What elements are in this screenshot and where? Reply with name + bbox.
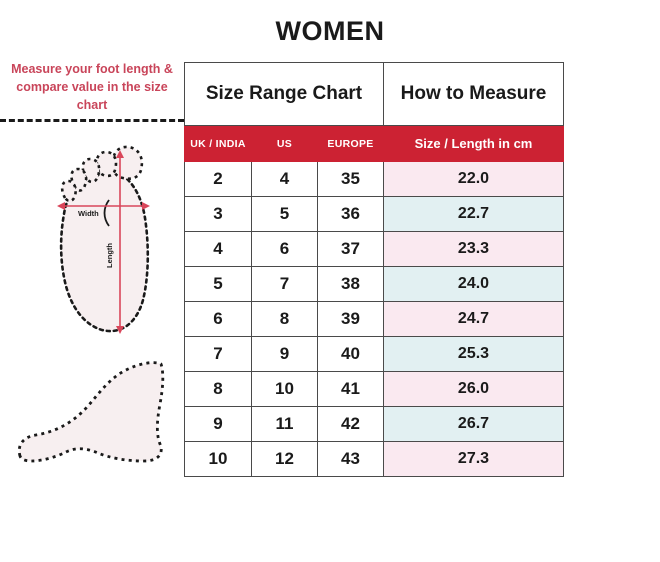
column-header-us: US [251, 125, 318, 162]
table-row: 4 6 37 23.3 [184, 231, 564, 267]
cell-europe: 35 [317, 161, 384, 197]
cell-us: 11 [251, 406, 318, 442]
cell-europe: 39 [317, 301, 384, 337]
cell-cm: 22.0 [383, 161, 564, 197]
cell-cm: 25.3 [383, 336, 564, 372]
table-row: 6 8 39 24.7 [184, 301, 564, 337]
cell-cm: 26.0 [383, 371, 564, 407]
width-label: Width [78, 209, 99, 218]
table-row: 5 7 38 24.0 [184, 266, 564, 302]
table-row: 8 10 41 26.0 [184, 371, 564, 407]
length-label: Length [105, 243, 114, 268]
cell-europe: 42 [317, 406, 384, 442]
page-title: WOMEN [275, 16, 385, 46]
column-header-size-length-cm: Size / Length in cm [383, 125, 564, 162]
cell-cm: 23.3 [383, 231, 564, 267]
dashed-divider [0, 119, 184, 122]
cell-europe: 43 [317, 441, 384, 477]
cell-us: 7 [251, 266, 318, 302]
cell-us: 5 [251, 196, 318, 232]
cell-cm: 24.0 [383, 266, 564, 302]
table-row: 3 5 36 22.7 [184, 196, 564, 232]
cell-uk: 7 [184, 336, 252, 372]
size-chart-table: Size Range Chart How to Measure UK / IND… [184, 62, 564, 477]
cell-uk: 4 [184, 231, 252, 267]
group-header-how-to-measure: How to Measure [383, 62, 564, 126]
cell-europe: 37 [317, 231, 384, 267]
cell-us: 8 [251, 301, 318, 337]
table-row: 2 4 35 22.0 [184, 161, 564, 197]
table-row: 10 12 43 27.3 [184, 441, 564, 477]
cell-us: 9 [251, 336, 318, 372]
cell-uk: 8 [184, 371, 252, 407]
cell-cm: 27.3 [383, 441, 564, 477]
table-column-header-row: UK / INDIA US EUROPE Size / Length in cm [184, 125, 564, 162]
cell-europe: 40 [317, 336, 384, 372]
foot-sole-outline-icon: Width Length [32, 140, 182, 340]
cell-cm: 24.7 [383, 301, 564, 337]
cell-uk: 3 [184, 196, 252, 232]
cell-uk: 10 [184, 441, 252, 477]
table-group-header-row: Size Range Chart How to Measure [184, 62, 564, 126]
cell-europe: 41 [317, 371, 384, 407]
cell-us: 4 [251, 161, 318, 197]
group-header-size-range: Size Range Chart [184, 62, 384, 126]
column-header-uk-india: UK / INDIA [184, 125, 252, 162]
cell-uk: 2 [184, 161, 252, 197]
column-header-europe: EUROPE [317, 125, 384, 162]
cell-uk: 6 [184, 301, 252, 337]
cell-europe: 36 [317, 196, 384, 232]
cell-uk: 5 [184, 266, 252, 302]
table-row: 7 9 40 25.3 [184, 336, 564, 372]
table-row: 9 11 42 26.7 [184, 406, 564, 442]
cell-cm: 22.7 [383, 196, 564, 232]
measure-instruction-text: Measure your foot length & compare value… [11, 62, 173, 113]
foot-side-profile-icon [14, 348, 190, 488]
cell-us: 10 [251, 371, 318, 407]
cell-europe: 38 [317, 266, 384, 302]
cell-uk: 9 [184, 406, 252, 442]
cell-us: 12 [251, 441, 318, 477]
cell-cm: 26.7 [383, 406, 564, 442]
cell-us: 6 [251, 231, 318, 267]
